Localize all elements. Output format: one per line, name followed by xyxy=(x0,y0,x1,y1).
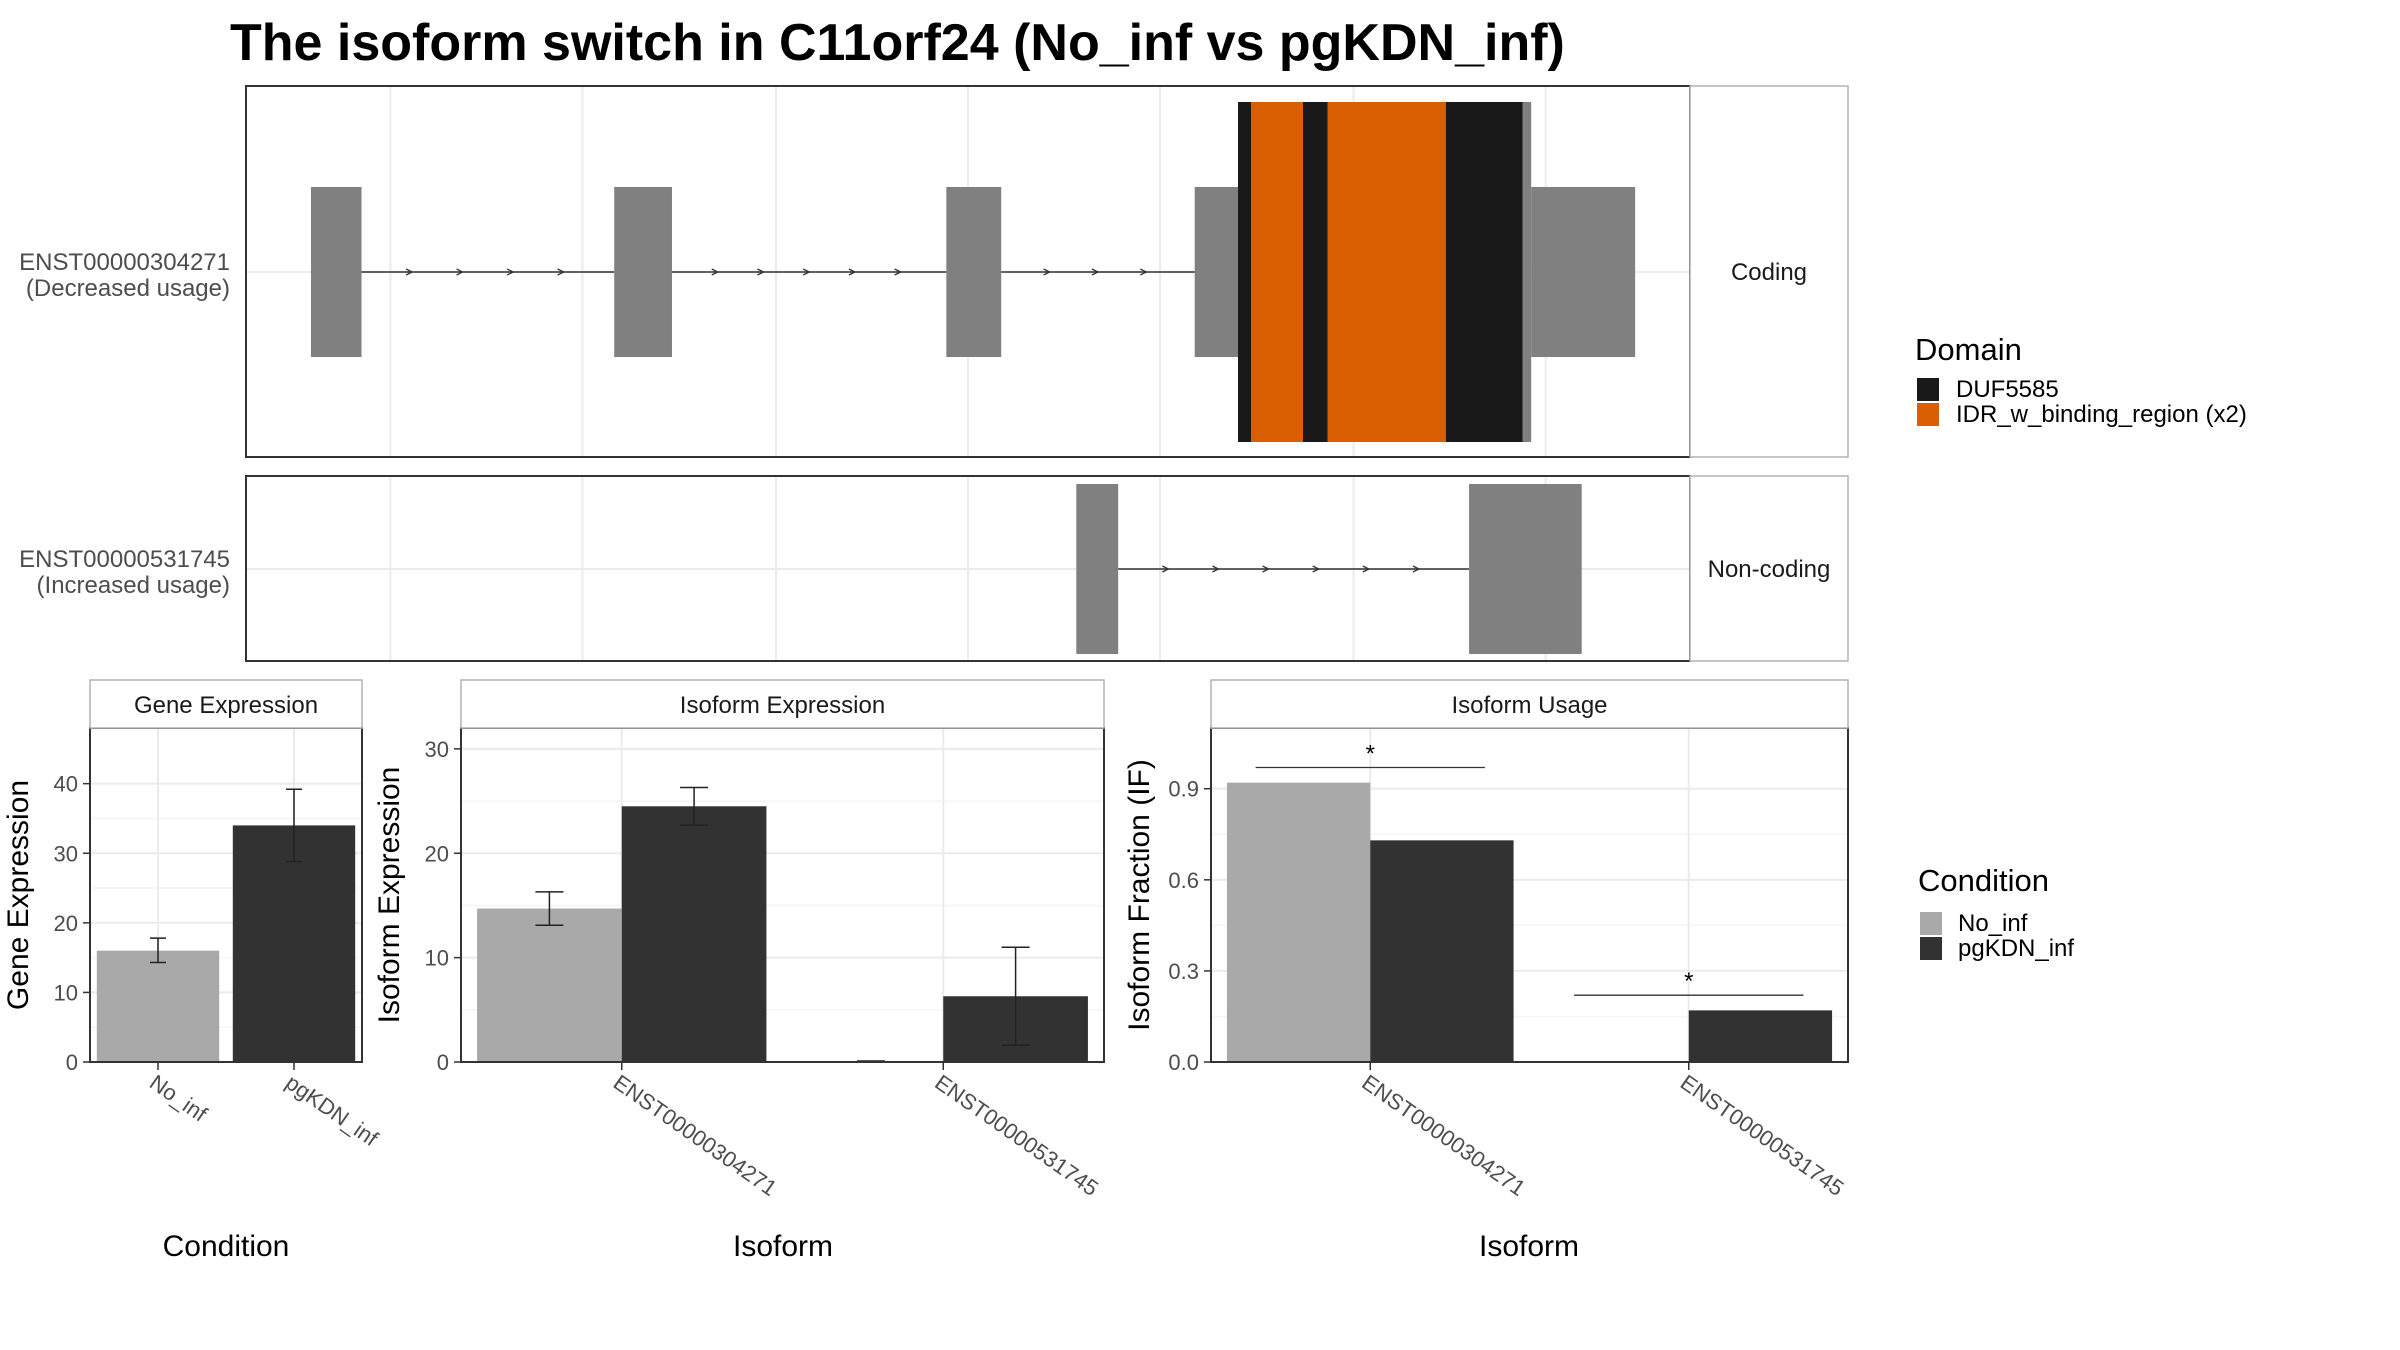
panel-strip xyxy=(1689,85,1849,458)
x-tick-label: No_inf xyxy=(145,1070,212,1127)
y-axis-title: Gene Expression xyxy=(2,780,35,1010)
condition-legend-title: Condition xyxy=(1918,863,2049,898)
intron-arrow xyxy=(1212,565,1220,573)
y-tick-label: 30 xyxy=(425,737,449,762)
intron-arrow xyxy=(711,268,720,276)
condition-legend-label: pgKDN_inf xyxy=(1958,935,2074,962)
strip-label: Coding xyxy=(1731,259,1807,286)
intron-arrow xyxy=(802,268,811,276)
bar-pgKDN_inf-ENST00000531745 xyxy=(1688,1010,1833,1062)
intron-arrow xyxy=(1412,565,1421,573)
y-tick-label: 30 xyxy=(54,841,78,866)
x-tick-label: ENST00000304271 xyxy=(1357,1070,1530,1201)
intron-arrow xyxy=(757,268,765,276)
y-axis-title: Isoform Fraction (IF) xyxy=(1123,759,1156,1031)
exon-block xyxy=(1469,484,1582,654)
exon-block xyxy=(1194,187,1239,357)
exon-block xyxy=(1076,484,1119,654)
strip-label: Isoform Usage xyxy=(1451,692,1607,719)
domain-legend-label: IDR_w_binding_region (x2) xyxy=(1956,401,2247,428)
x-tick-label: pgKDN_inf xyxy=(281,1070,383,1152)
y-tick-label: 20 xyxy=(54,911,78,936)
bar-No_inf-ENST00000304271 xyxy=(477,908,622,1062)
bar-panel-1: 0 10 20 30 Isoform Expression ENST00000304271… xyxy=(373,679,1105,1263)
x-tick-label: ENST00000304271 xyxy=(609,1070,782,1201)
domain-legend-key xyxy=(1917,403,1939,426)
x-tick-label: ENST00000531745 xyxy=(930,1070,1103,1201)
intron-arrow xyxy=(1091,268,1100,276)
x-axis-title: Isoform xyxy=(1479,1230,1579,1263)
intron-arrow xyxy=(1312,565,1321,573)
transcript-id-label: ENST00000304271 xyxy=(19,249,230,276)
exon-block xyxy=(614,187,672,357)
panel-strip xyxy=(1689,475,1849,662)
y-tick-label: 0 xyxy=(66,1050,78,1075)
intron-arrow xyxy=(848,268,857,276)
y-tick-label: 20 xyxy=(425,841,449,866)
strip-label: Non-coding xyxy=(1708,556,1831,583)
domain-region xyxy=(1327,102,1446,442)
intron-arrow xyxy=(456,268,465,276)
condition-legend-key xyxy=(1920,912,1942,935)
bar-pgKDN_inf xyxy=(232,825,356,1062)
intron-arrow xyxy=(1162,565,1170,573)
x-axis-title: Condition xyxy=(163,1230,290,1263)
figure-title: The isoform switch in C11orf24 (No_inf v… xyxy=(230,14,1565,72)
domain-region xyxy=(1238,102,1252,442)
strip-label: Isoform Expression xyxy=(680,692,885,719)
y-tick-label: 0.6 xyxy=(1168,868,1199,893)
y-tick-label: 0 xyxy=(437,1050,449,1075)
domain-region xyxy=(1445,102,1523,442)
domain-region xyxy=(1251,102,1304,442)
bar-pgKDN_inf-ENST00000304271 xyxy=(1370,840,1514,1062)
intron-arrow xyxy=(506,268,515,276)
significance-star: * xyxy=(1366,740,1375,767)
y-tick-label: 0.9 xyxy=(1168,777,1199,802)
condition-legend-label: No_inf xyxy=(1958,910,2028,937)
transcript-structure-panels: Coding ENST00000304271(Decreased usage) No… xyxy=(19,85,1849,662)
intron-arrow xyxy=(1362,565,1371,573)
transcript-panel-ENST00000304271: Coding ENST00000304271(Decreased usage) xyxy=(19,85,1849,458)
intron-arrow xyxy=(405,268,414,276)
intron-arrow xyxy=(557,268,566,276)
y-tick-label: 0.3 xyxy=(1168,959,1199,984)
expression-bar-panels: 0 10 20 30 40 Gene Expression No_inf pgKDN_inf C… xyxy=(2,679,1849,1263)
transcript-panel-ENST00000531745: Non-coding ENST00000531745(Increased usag… xyxy=(19,475,1849,662)
y-tick-label: 0.0 xyxy=(1168,1050,1199,1075)
exon-block xyxy=(946,187,1002,357)
panel-strip xyxy=(460,679,1105,729)
strip-label: Gene Expression xyxy=(134,692,318,719)
bar-No_inf-ENST00000304271 xyxy=(1226,782,1371,1062)
bar-panel-2: 0.0 0.3 0.6 0.9 * * Isoform Usage ENST000003042… xyxy=(1123,679,1849,1263)
intron-arrow xyxy=(1262,565,1271,573)
condition-legend-key xyxy=(1920,937,1942,960)
intron-arrow xyxy=(894,268,903,276)
x-axis-title: Isoform xyxy=(733,1230,833,1263)
domain-legend-title: Domain xyxy=(1915,332,2022,367)
transcript-usage-label: (Increased usage) xyxy=(37,572,230,599)
domain-legend-key xyxy=(1917,378,1939,401)
exon-block xyxy=(1531,187,1636,357)
y-tick-label: 10 xyxy=(54,980,78,1005)
transcript-usage-label: (Decreased usage) xyxy=(26,275,230,302)
x-tick-label: ENST00000531745 xyxy=(1676,1070,1849,1201)
panel-strip xyxy=(89,679,363,729)
y-axis-title: Isoform Expression xyxy=(373,767,406,1024)
intron-arrow xyxy=(1043,268,1052,276)
intron-arrow xyxy=(1140,268,1148,276)
y-tick-label: 40 xyxy=(54,772,78,797)
panel-strip xyxy=(1210,679,1849,729)
exon-block xyxy=(310,187,362,357)
bar-pgKDN_inf-ENST00000304271 xyxy=(621,806,767,1062)
significance-star: * xyxy=(1684,968,1693,995)
bar-No_inf xyxy=(96,950,220,1062)
bar-panel-0: 0 10 20 30 40 Gene Expression No_inf pgKDN_inf C… xyxy=(2,679,383,1263)
transcript-id-label: ENST00000531745 xyxy=(19,546,230,573)
domain-region xyxy=(1303,102,1328,442)
domain-legend-label: DUF5585 xyxy=(1956,376,2059,403)
y-tick-label: 10 xyxy=(425,946,449,971)
